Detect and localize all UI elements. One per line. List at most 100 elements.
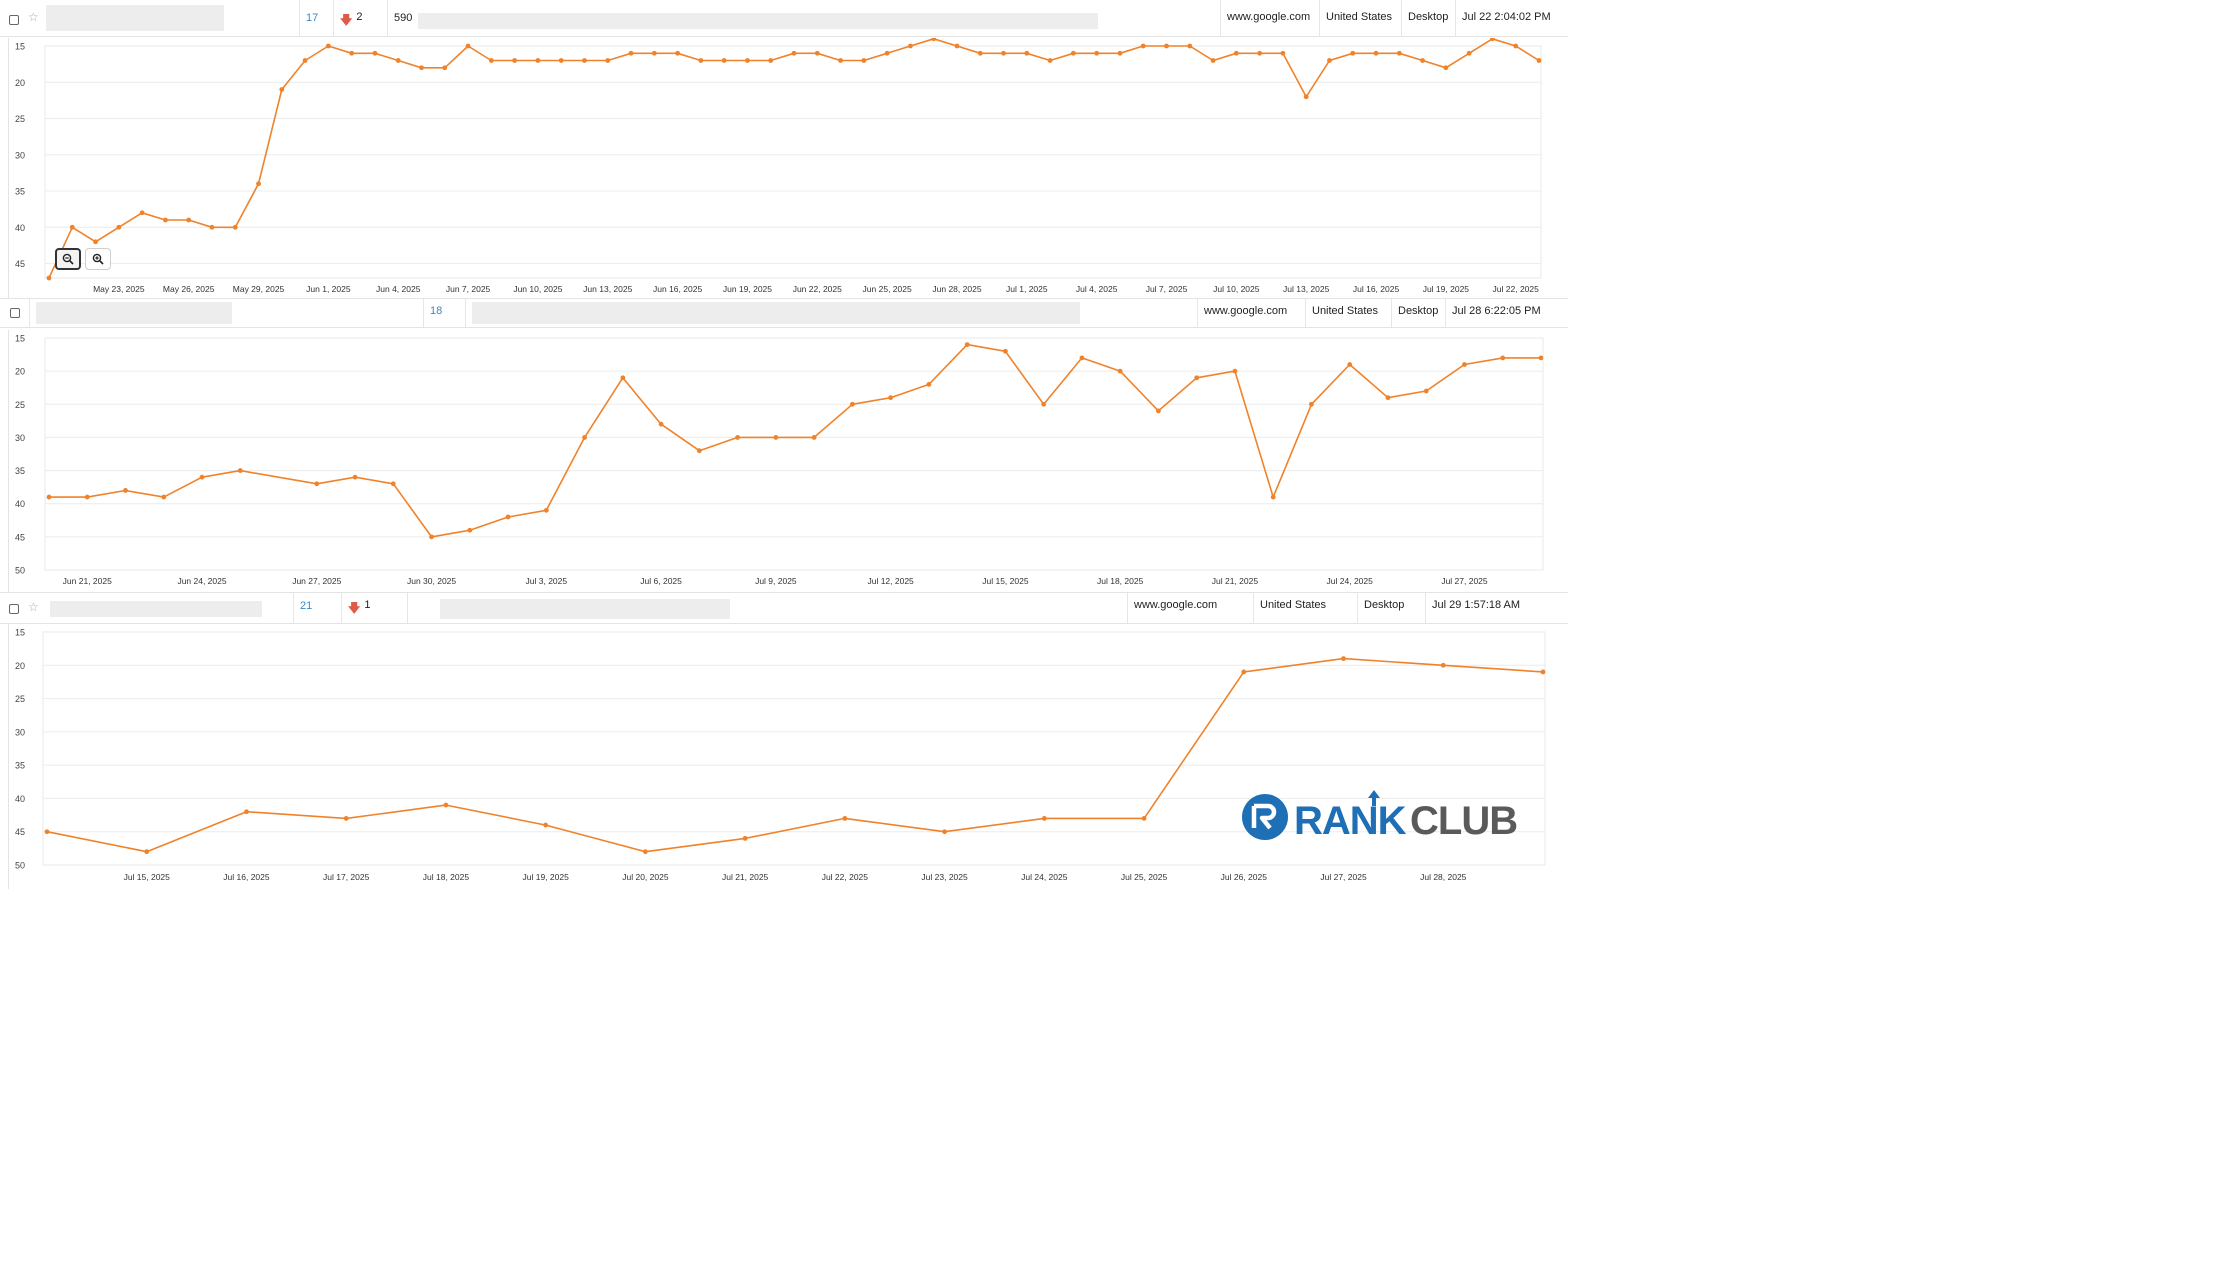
data-point	[199, 474, 205, 480]
position-cell: 17	[300, 0, 334, 36]
data-point	[1347, 362, 1353, 367]
engine-cell: www.google.com	[1128, 593, 1254, 623]
data-point	[1047, 58, 1053, 63]
data-point	[512, 58, 518, 63]
data-point	[1041, 816, 1047, 821]
data-point	[442, 65, 448, 71]
updated-cell: Jul 28 6:22:05 PM	[1446, 299, 1568, 327]
data-point	[349, 50, 355, 56]
data-point	[1232, 368, 1238, 374]
position-value[interactable]: 21	[300, 600, 313, 612]
x-tick-label: Jul 19, 2025	[1423, 284, 1470, 294]
data-point	[467, 527, 473, 533]
data-point	[926, 382, 932, 387]
data-point	[842, 816, 848, 821]
data-point	[773, 435, 779, 440]
y-tick-label: 35	[15, 187, 25, 197]
data-point	[1350, 50, 1356, 56]
data-point	[1303, 94, 1309, 100]
keyword-row: ☆ 17 🡇 2 590 www.google.com United State…	[0, 0, 1568, 37]
data-point	[244, 809, 249, 815]
data-point	[186, 217, 192, 223]
device-cell: Desktop	[1392, 299, 1446, 327]
x-tick-label: Jul 27, 2025	[1320, 872, 1367, 882]
data-point	[1423, 388, 1429, 394]
x-tick-label: Jul 24, 2025	[1327, 576, 1374, 586]
checkbox-icon[interactable]	[9, 15, 19, 25]
search-engine: www.google.com	[1227, 11, 1311, 23]
change-value: 2	[356, 11, 363, 23]
data-point	[352, 474, 358, 480]
position-cell: 18	[424, 299, 466, 327]
data-point	[1001, 50, 1006, 56]
zoom-out-button[interactable]	[55, 248, 81, 270]
data-point	[861, 58, 867, 63]
data-point	[1420, 58, 1425, 63]
data-point	[1536, 58, 1542, 63]
y-tick-label: 15	[15, 628, 25, 638]
data-point	[1164, 43, 1169, 49]
y-tick-label: 30	[15, 727, 25, 737]
data-point	[232, 224, 238, 230]
data-point	[443, 802, 449, 808]
data-point	[1233, 50, 1239, 56]
keyword-cell[interactable]	[30, 299, 424, 327]
x-tick-label: Jul 19, 2025	[523, 872, 570, 882]
data-point	[1309, 401, 1314, 407]
keyword-cell[interactable]	[44, 593, 294, 623]
checkbox-icon[interactable]	[9, 308, 20, 318]
keyword-row: 18 www.google.com United States Desktop …	[0, 298, 1568, 328]
x-tick-label: May 29, 2025	[233, 284, 285, 294]
checkbox-icon[interactable]	[9, 604, 19, 614]
star-icon[interactable]: ☆	[28, 600, 39, 614]
redacted-url	[418, 13, 1098, 29]
url-cell[interactable]	[408, 593, 1128, 623]
ranking-chart-2: 15 20 25 30 35 40 45 50 Jun 21, 2025 Jun 24, 2025…	[8, 330, 1569, 592]
y-tick-label: 15	[15, 334, 25, 344]
data-point	[849, 401, 855, 407]
url-cell[interactable]	[466, 299, 1198, 327]
data-point	[721, 58, 727, 63]
plot-frame	[42, 631, 1546, 866]
data-point	[535, 58, 541, 63]
redacted-keyword	[46, 5, 224, 31]
x-tick-label: Jul 12, 2025	[867, 576, 914, 586]
position-value[interactable]: 18	[430, 305, 443, 317]
chart-svg-2: 15 20 25 30 35 40 45 50 Jun 21, 2025 Jun 24, 2025…	[15, 334, 1544, 586]
device: Desktop	[1364, 599, 1405, 611]
y-tick-label: 25	[15, 694, 25, 704]
data-point	[643, 849, 648, 855]
data-point	[1500, 355, 1506, 361]
data-point	[395, 58, 401, 63]
x-tick-label: Jul 21, 2025	[1212, 576, 1259, 586]
arrow-down-icon: 🡇	[340, 13, 353, 27]
engine-cell: www.google.com	[1198, 299, 1306, 327]
data-point	[884, 50, 890, 56]
data-point	[543, 507, 549, 513]
star-icon[interactable]: ☆	[28, 10, 39, 24]
url-cell[interactable]	[412, 0, 1222, 36]
arrow-down-icon: 🡇	[348, 601, 361, 615]
data-point	[954, 43, 960, 49]
data-point	[1466, 50, 1472, 56]
x-tick-label: Jun 24, 2025	[177, 576, 226, 586]
x-tick-label: Jun 21, 2025	[63, 576, 112, 586]
data-point	[1513, 43, 1519, 49]
redacted-url	[472, 302, 1080, 324]
data-point	[628, 50, 634, 56]
position-value[interactable]: 17	[306, 12, 319, 24]
series-line	[46, 657, 1544, 853]
data-point	[123, 488, 128, 493]
country-cell: United States	[1306, 299, 1392, 327]
device: Desktop	[1398, 305, 1439, 317]
y-tick-label: 30	[15, 150, 25, 160]
keyword-cell[interactable]	[40, 0, 300, 36]
data-point	[1117, 368, 1123, 374]
data-point	[1079, 355, 1085, 361]
data-point	[1257, 50, 1263, 56]
device-cell: Desktop	[1358, 593, 1426, 623]
keyword-row: ☆ 21 🡇 1 www.google.com United States De…	[0, 592, 1568, 624]
data-point	[735, 435, 741, 440]
data-point	[1540, 669, 1546, 675]
zoom-in-button[interactable]	[85, 248, 111, 270]
